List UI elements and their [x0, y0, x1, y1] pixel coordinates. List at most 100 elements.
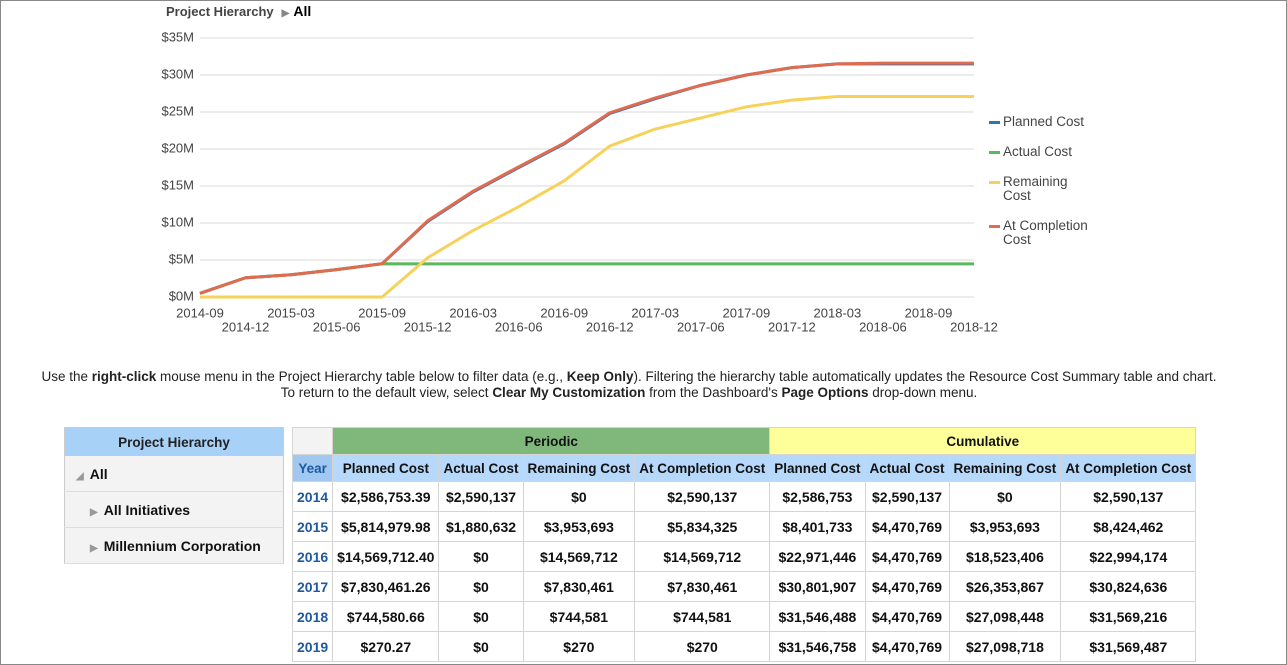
data-cell: $0	[438, 601, 524, 632]
legend-label: Remaining Cost	[1003, 174, 1068, 203]
column-header: Planned Cost	[332, 454, 440, 482]
data-cell: $270	[634, 631, 771, 662]
x-tick-label: 2018-03	[814, 305, 862, 320]
instruction-line: Use the right-click mouse menu in the Pr…	[1, 369, 1257, 385]
data-cell: $1,880,632	[438, 511, 524, 542]
hierarchy-item[interactable]: ▶ Millennium Corporation	[64, 527, 284, 564]
cost-table: Periodic Cumulative Year Planned Cost Actual…	[291, 427, 1197, 662]
data-cell: $2,590,137	[864, 481, 950, 512]
data-row: 2018 $744,580.66 $0 $744,581 $744,581 $31,546…	[291, 601, 1197, 632]
x-tick-label: 2015-12	[404, 319, 452, 334]
data-cell: $0	[438, 571, 524, 602]
breadcrumb: Project Hierarchy ▶ All	[166, 3, 312, 19]
x-tick-label: 2016-03	[449, 305, 497, 320]
data-cell: $2,590,137	[634, 481, 771, 512]
data-cell: $0	[438, 631, 524, 662]
data-cell: $0	[522, 481, 636, 512]
data-cell: $7,830,461	[522, 571, 636, 602]
data-cell: $30,824,636	[1060, 571, 1197, 602]
column-header: Planned Cost	[769, 454, 866, 482]
data-cell: $27,098,718	[948, 631, 1062, 662]
data-cell: $4,470,769	[864, 631, 950, 662]
x-tick-label: 2018-12	[950, 319, 998, 334]
column-header: Remaining Cost	[522, 454, 636, 482]
x-tick-label: 2016-12	[586, 319, 634, 334]
data-cell: $31,546,758	[769, 631, 866, 662]
y-tick-label: $10M	[161, 214, 194, 229]
legend-item: At Completion Cost	[989, 219, 1099, 247]
hierarchy-label: Millennium Corporation	[103, 537, 261, 554]
x-tick-label: 2018-06	[859, 319, 907, 334]
instruction-line: To return to the default view, select Cl…	[1, 385, 1257, 401]
column-header: At Completion Cost	[634, 454, 771, 482]
legend-label: Planned Cost	[1003, 114, 1085, 129]
expander: ▶	[90, 506, 98, 518]
data-cell: $5,834,325	[634, 511, 771, 542]
data-cell: $7,830,461.26	[332, 571, 440, 602]
x-tick-label: 2014-09	[176, 305, 224, 320]
data-cell: $27,098,448	[948, 601, 1062, 632]
group-header: Periodic	[332, 427, 771, 455]
data-cell: $8,424,462	[1060, 511, 1197, 542]
year-cell: 2019	[291, 631, 334, 662]
series-line	[200, 94, 974, 299]
year-cell: 2015	[291, 511, 334, 542]
data-cell: $14,569,712	[634, 541, 771, 572]
data-row: 2014 $2,586,753.39 $2,590,137 $0 $2,590,137 $…	[291, 481, 1197, 512]
data-cell: $2,586,753	[769, 481, 866, 512]
data-cell: $744,581	[522, 601, 636, 632]
hierarchy-item[interactable]: ◢ All	[64, 456, 284, 492]
column-header: Actual Cost	[864, 454, 950, 482]
hierarchy-row: ▶ Millennium Corporation	[64, 527, 284, 564]
data-cell: $270	[522, 631, 636, 662]
hierarchy-item[interactable]: ▶ All Initiatives	[64, 491, 284, 528]
data-cell: $4,470,769	[864, 511, 950, 542]
data-cell: $31,546,488	[769, 601, 866, 632]
y-tick-label: $30M	[161, 66, 194, 81]
data-cell: $22,971,446	[769, 541, 866, 572]
instructions: Use the right-click mouse menu in the Pr…	[1, 369, 1257, 401]
column-header: Year	[291, 454, 334, 482]
breadcrumb-current[interactable]: All	[293, 3, 312, 19]
data-cell: $2,586,753.39	[332, 481, 440, 512]
data-cell: $14,569,712.40	[332, 541, 440, 572]
header-row: Project Hierarchy	[64, 427, 284, 456]
legend-item: Planned Cost	[989, 115, 1099, 129]
legend-item: Remaining Cost	[989, 175, 1099, 203]
x-tick-label: 2015-06	[313, 319, 361, 334]
instruction-text: Page Options	[781, 385, 869, 400]
x-tick-label: 2015-03	[267, 305, 315, 320]
data-cell: $14,569,712	[522, 541, 636, 572]
data-row: 2015 $5,814,979.98 $1,880,632 $3,953,693 $5,…	[291, 511, 1197, 542]
x-tick-label: 2017-09	[722, 305, 770, 320]
series-line	[199, 262, 974, 295]
year-cell: 2018	[291, 601, 334, 632]
y-tick-label: $20M	[161, 140, 194, 155]
x-tick-label: 2017-03	[631, 305, 679, 320]
column-header: Remaining Cost	[948, 454, 1062, 482]
legend-label: At Completion Cost	[1003, 218, 1088, 247]
instruction-text: To return to the default view, select	[280, 385, 493, 400]
data-cell: $0	[438, 541, 524, 572]
hierarchy-row: ◢ All	[64, 456, 284, 492]
data-cell: $4,470,769	[864, 541, 950, 572]
instruction-text: right-click	[91, 369, 157, 384]
chart: $0M$5M$10M$15M$20M$25M$30M$35M2014-09201…	[161, 29, 998, 334]
x-tick-label: 2016-06	[495, 319, 543, 334]
data-row: 2017 $7,830,461.26 $0 $7,830,461 $7,830,461 $…	[291, 571, 1197, 602]
y-tick-label: $35M	[161, 29, 194, 44]
y-tick-label: $25M	[161, 103, 194, 118]
breadcrumb-label[interactable]: Project Hierarchy	[166, 4, 274, 19]
data-cell: $30,801,907	[769, 571, 866, 602]
x-tick-label: 2017-06	[677, 319, 725, 334]
data-cell: $31,569,216	[1060, 601, 1197, 632]
data-row: 2019 $270.27 $0 $270 $270 $31,546,758 $4,470,7…	[291, 631, 1197, 662]
x-tick-label: 2016-09	[540, 305, 588, 320]
data-cell: $18,523,406	[948, 541, 1062, 572]
data-cell: $2,590,137	[438, 481, 524, 512]
data-cell: $3,953,693	[522, 511, 636, 542]
legend-swatch	[989, 151, 1000, 154]
group-row: Periodic Cumulative	[291, 427, 1197, 455]
data-cell: $22,994,174	[1060, 541, 1197, 572]
